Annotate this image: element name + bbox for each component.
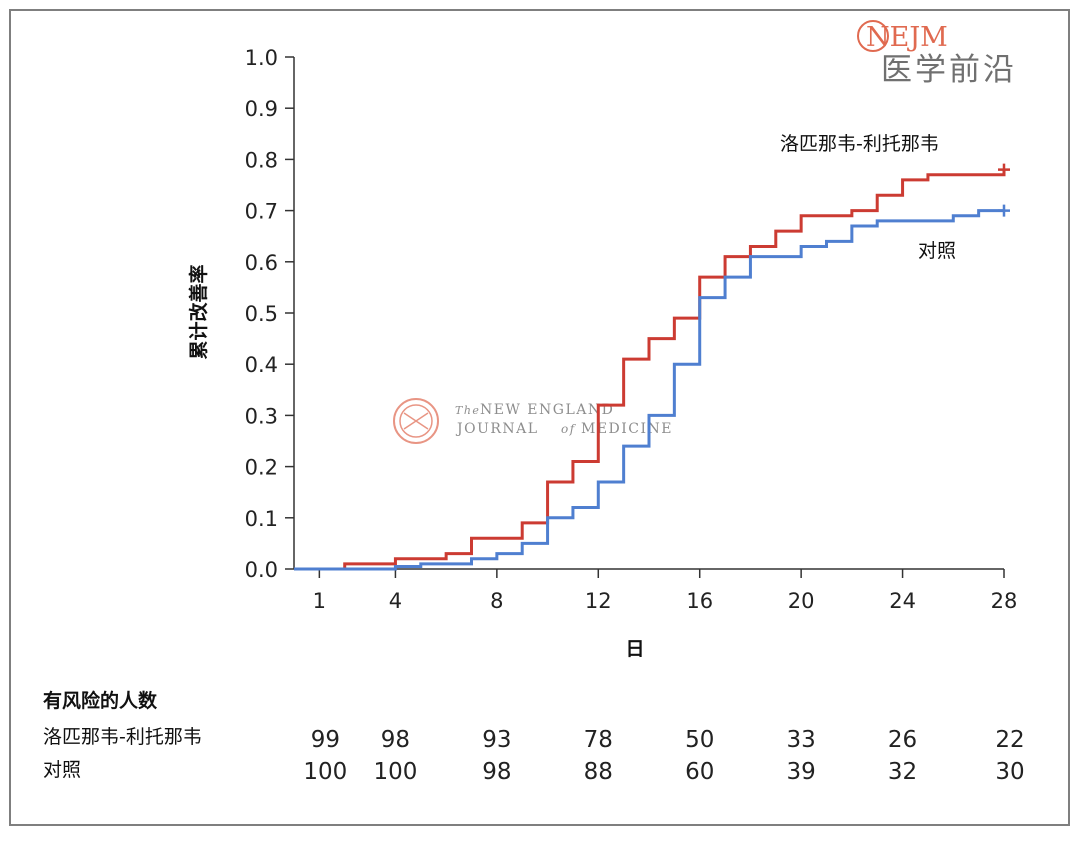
x-tick-label: 8 — [490, 589, 503, 613]
y-tick-label: 0.8 — [245, 148, 278, 172]
risk-table-title: 有风险的人数 — [43, 689, 158, 712]
figure-frame — [9, 9, 1070, 826]
risk-value: 88 — [584, 759, 613, 785]
nejm-logo-text: NEJM — [866, 22, 948, 53]
risk-value: 98 — [381, 727, 410, 753]
x-tick-label: 28 — [991, 589, 1018, 613]
risk-value: 26 — [888, 727, 917, 753]
y-tick-label: 0.2 — [245, 456, 278, 480]
y-tick-label: 1.0 — [245, 46, 278, 70]
risk-value: 100 — [303, 759, 347, 785]
watermark-prefix: The — [455, 404, 480, 417]
y-axis-ticks: 0.0 0.1 0.2 0.3 0.4 0.5 0.6 0.7 0.8 0.9 1.0 — [245, 46, 294, 582]
y-tick-label: 0.7 — [245, 200, 278, 224]
y-axis-label: 累计改善率 — [187, 264, 210, 359]
y-tick-label: 0.5 — [245, 302, 278, 326]
x-tick-label: 12 — [585, 589, 612, 613]
risk-value: 30 — [995, 759, 1024, 785]
series-line-control — [294, 209, 1004, 571]
risk-value: 32 — [888, 759, 917, 785]
risk-row-name-lopinavir: 洛匹那韦-利托那韦 — [43, 726, 202, 748]
y-tick-label: 0.4 — [245, 353, 278, 377]
y-tick-label: 0.1 — [245, 507, 278, 531]
series-layer — [294, 163, 1010, 571]
watermark-line1: NEW ENGLAND — [480, 402, 614, 418]
x-tick-label: 1 — [313, 589, 326, 613]
risk-value: 39 — [787, 759, 816, 785]
nejm-watermark: The NEW ENGLAND JOURNAL of MEDICINE — [393, 398, 673, 444]
risk-value: 93 — [482, 727, 511, 753]
x-axis-ticks: 1 4 8 12 16 20 24 28 — [313, 569, 1018, 613]
nejm-logo: NEJM 医学前沿 — [857, 20, 1017, 88]
watermark-line2-a: JOURNAL — [455, 421, 539, 437]
risk-value: 100 — [373, 759, 417, 785]
x-tick-label: 16 — [686, 589, 713, 613]
watermark-line2-b: MEDICINE — [581, 421, 673, 437]
series-label-control: 对照 — [918, 240, 956, 262]
risk-table-values: 99 98 93 78 50 33 26 22 100 100 98 88 60 39 32 30 — [303, 727, 1024, 785]
x-tick-label: 4 — [389, 589, 402, 613]
nejm-seal-icon — [393, 398, 439, 444]
risk-row-name-control: 对照 — [43, 759, 81, 781]
y-tick-label: 0.3 — [245, 404, 278, 428]
y-tick-label: 0.9 — [245, 97, 278, 121]
x-tick-label: 20 — [788, 589, 815, 613]
x-tick-label: 24 — [889, 589, 916, 613]
censor-mark — [998, 204, 1010, 217]
risk-value: 60 — [685, 759, 714, 785]
nejm-logo-chinese: 医学前沿 — [881, 52, 1017, 88]
x-axis-label: 日 — [625, 638, 644, 660]
risk-value: 22 — [995, 727, 1024, 753]
risk-value: 33 — [787, 727, 816, 753]
series-label-lopinavir: 洛匹那韦-利托那韦 — [780, 133, 939, 155]
series-line-lopinavir — [294, 169, 1006, 571]
risk-value: 99 — [311, 727, 340, 753]
nejm-logo-ring-icon — [857, 20, 889, 52]
y-tick-label: 0.0 — [245, 558, 278, 582]
risk-value: 50 — [685, 727, 714, 753]
risk-value: 78 — [584, 727, 613, 753]
risk-value: 98 — [482, 759, 511, 785]
y-tick-label: 0.6 — [245, 251, 278, 275]
watermark-line2-of: of — [561, 422, 577, 436]
censor-mark — [998, 163, 1010, 176]
